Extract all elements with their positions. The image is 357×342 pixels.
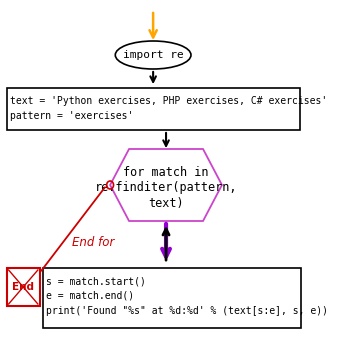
FancyArrowPatch shape xyxy=(41,187,105,271)
Text: re.finditer(pattern,: re.finditer(pattern, xyxy=(95,182,237,195)
Ellipse shape xyxy=(115,41,191,69)
Text: text = 'Python exercises, PHP exercises, C# exercises': text = 'Python exercises, PHP exercises,… xyxy=(10,96,328,106)
Text: s = match.start(): s = match.start() xyxy=(46,276,146,286)
Text: print('Found "%s" at %d:%d' % (text[s:e], s, e)): print('Found "%s" at %d:%d' % (text[s:e]… xyxy=(46,306,328,316)
Text: pattern = 'exercises': pattern = 'exercises' xyxy=(10,111,134,121)
Text: End: End xyxy=(12,282,34,292)
FancyBboxPatch shape xyxy=(7,268,40,306)
Text: e = match.end(): e = match.end() xyxy=(46,291,135,301)
Text: import re: import re xyxy=(123,50,183,60)
FancyBboxPatch shape xyxy=(43,268,301,328)
FancyBboxPatch shape xyxy=(7,88,300,130)
Text: text): text) xyxy=(148,197,184,210)
Text: End for: End for xyxy=(72,236,114,249)
Polygon shape xyxy=(110,149,222,221)
Text: for match in: for match in xyxy=(123,167,209,180)
